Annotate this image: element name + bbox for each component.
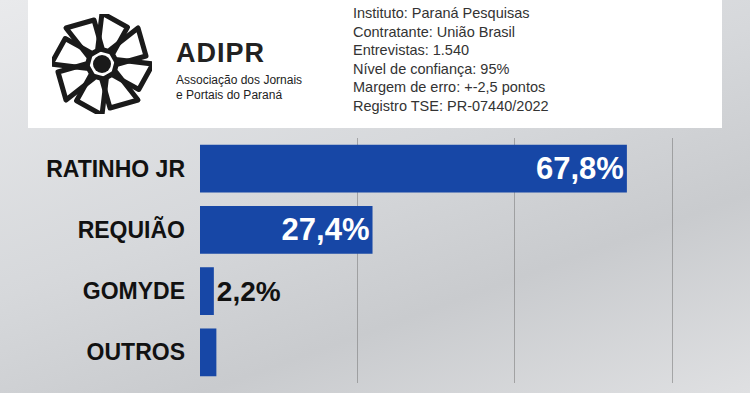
html-text:e Portais do Paraná: e Portais do Paraná [176,88,283,102]
html-text:Associação dos Jornais: Associação dos Jornais [176,73,303,87]
svg-text:67,8%: 67,8% [536,151,624,186]
html-text:Margem de erro: +-2,5 pontos: Margem de erro: +-2,5 pontos [353,79,546,95]
html-text:ADIPR: ADIPR [176,38,265,68]
svg-text:REQUIÃO: REQUIÃO [78,216,185,243]
html-text:Nível de confiança: 95%: Nível de confiança: 95% [353,60,510,77]
svg-text:RATINHO JR: RATINHO JR [46,156,185,182]
html-text:Instituto: Paraná Pesquisas: Instituto: Paraná Pesquisas [353,5,530,21]
html-text:Entrevistas: 1.540: Entrevistas: 1.540 [353,42,470,58]
svg-text:27,4%: 27,4% [282,212,370,247]
html-text:Registro TSE: PR-07440/2022: Registro TSE: PR-07440/2022 [353,97,549,114]
html-text:Contratante: União Brasil: Contratante: União Brasil [353,23,515,40]
svg-text:GOMYDE: GOMYDE [83,278,185,304]
svg-text:OUTROS: OUTROS [87,339,185,365]
svg-text:2,2%: 2,2% [217,276,281,307]
